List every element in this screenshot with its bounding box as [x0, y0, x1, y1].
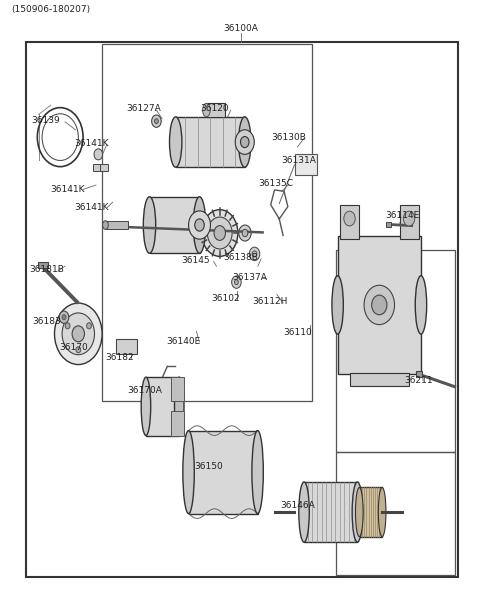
- Text: 36131A: 36131A: [281, 156, 316, 165]
- Circle shape: [76, 347, 81, 353]
- Text: 36100A: 36100A: [224, 24, 259, 33]
- Circle shape: [72, 326, 84, 342]
- Circle shape: [65, 323, 70, 329]
- Circle shape: [239, 225, 251, 241]
- Bar: [146, 377, 179, 436]
- Ellipse shape: [356, 487, 363, 537]
- Circle shape: [152, 115, 161, 128]
- Text: 36145: 36145: [181, 256, 210, 264]
- Text: 36170: 36170: [59, 344, 88, 352]
- Bar: [117, 339, 137, 354]
- Circle shape: [189, 211, 210, 239]
- Bar: [149, 197, 200, 253]
- Text: 36112H: 36112H: [252, 298, 288, 306]
- Ellipse shape: [415, 276, 427, 334]
- Text: 36181B: 36181B: [29, 265, 64, 274]
- Text: 36141K: 36141K: [74, 203, 108, 213]
- Ellipse shape: [299, 482, 309, 542]
- Text: 36137A: 36137A: [232, 273, 267, 282]
- Ellipse shape: [252, 431, 264, 514]
- Circle shape: [94, 149, 103, 160]
- Circle shape: [403, 211, 415, 226]
- Text: 36183: 36183: [33, 317, 61, 326]
- Circle shape: [207, 217, 232, 249]
- Circle shape: [249, 247, 260, 261]
- Bar: [295, 155, 317, 175]
- Text: 36182: 36182: [106, 353, 134, 362]
- Text: 36140E: 36140E: [166, 338, 200, 346]
- Text: 36114E: 36114E: [385, 211, 419, 221]
- Bar: [38, 262, 48, 268]
- Circle shape: [240, 137, 249, 148]
- Ellipse shape: [203, 103, 210, 117]
- Bar: [386, 222, 391, 227]
- Circle shape: [232, 276, 241, 288]
- Text: 36211: 36211: [404, 376, 432, 385]
- Bar: [337, 236, 421, 374]
- Circle shape: [155, 119, 158, 124]
- Text: 36130B: 36130B: [271, 132, 306, 142]
- Ellipse shape: [239, 117, 251, 168]
- Ellipse shape: [193, 197, 206, 253]
- Text: 36146A: 36146A: [280, 501, 315, 511]
- Circle shape: [242, 229, 248, 237]
- Bar: [350, 373, 409, 386]
- Bar: [206, 103, 225, 117]
- Text: 36141K: 36141K: [74, 139, 108, 148]
- Bar: [102, 44, 312, 402]
- Circle shape: [214, 225, 226, 240]
- Bar: [176, 117, 245, 168]
- Text: 36141K: 36141K: [50, 185, 84, 194]
- Text: 36127A: 36127A: [126, 103, 161, 113]
- Ellipse shape: [103, 221, 108, 229]
- Bar: [189, 431, 258, 514]
- Ellipse shape: [378, 487, 386, 537]
- Text: 36138B: 36138B: [224, 253, 259, 262]
- Bar: [106, 221, 128, 229]
- Text: 36120: 36120: [201, 103, 229, 113]
- Ellipse shape: [175, 377, 184, 436]
- Circle shape: [235, 130, 254, 155]
- Bar: [26, 43, 458, 577]
- Ellipse shape: [169, 117, 182, 168]
- Ellipse shape: [183, 431, 194, 514]
- Circle shape: [372, 295, 387, 315]
- Circle shape: [344, 211, 355, 226]
- Circle shape: [235, 280, 239, 285]
- Text: 36150: 36150: [194, 462, 223, 471]
- Circle shape: [59, 311, 69, 323]
- Ellipse shape: [144, 197, 156, 253]
- Bar: [360, 487, 382, 537]
- Text: 36110: 36110: [283, 328, 312, 337]
- Bar: [171, 377, 184, 402]
- Circle shape: [195, 219, 204, 231]
- Circle shape: [62, 315, 66, 320]
- Bar: [100, 164, 108, 171]
- Ellipse shape: [352, 482, 362, 542]
- Circle shape: [55, 303, 102, 365]
- Bar: [304, 482, 358, 542]
- Bar: [171, 411, 184, 436]
- Bar: [399, 205, 419, 239]
- Ellipse shape: [141, 377, 151, 436]
- Text: (150906-180207): (150906-180207): [11, 6, 90, 14]
- Bar: [340, 205, 359, 239]
- Text: 36170A: 36170A: [128, 386, 162, 395]
- Bar: [336, 452, 456, 575]
- Circle shape: [364, 285, 395, 325]
- Circle shape: [87, 323, 91, 329]
- Circle shape: [202, 209, 238, 256]
- Circle shape: [62, 313, 95, 355]
- Circle shape: [252, 251, 257, 257]
- Text: 36135C: 36135C: [258, 179, 293, 188]
- Text: 36102: 36102: [212, 294, 240, 303]
- Bar: [417, 371, 422, 377]
- Ellipse shape: [332, 276, 343, 334]
- Bar: [336, 249, 456, 452]
- Text: 36139: 36139: [32, 116, 60, 125]
- Bar: [93, 164, 100, 171]
